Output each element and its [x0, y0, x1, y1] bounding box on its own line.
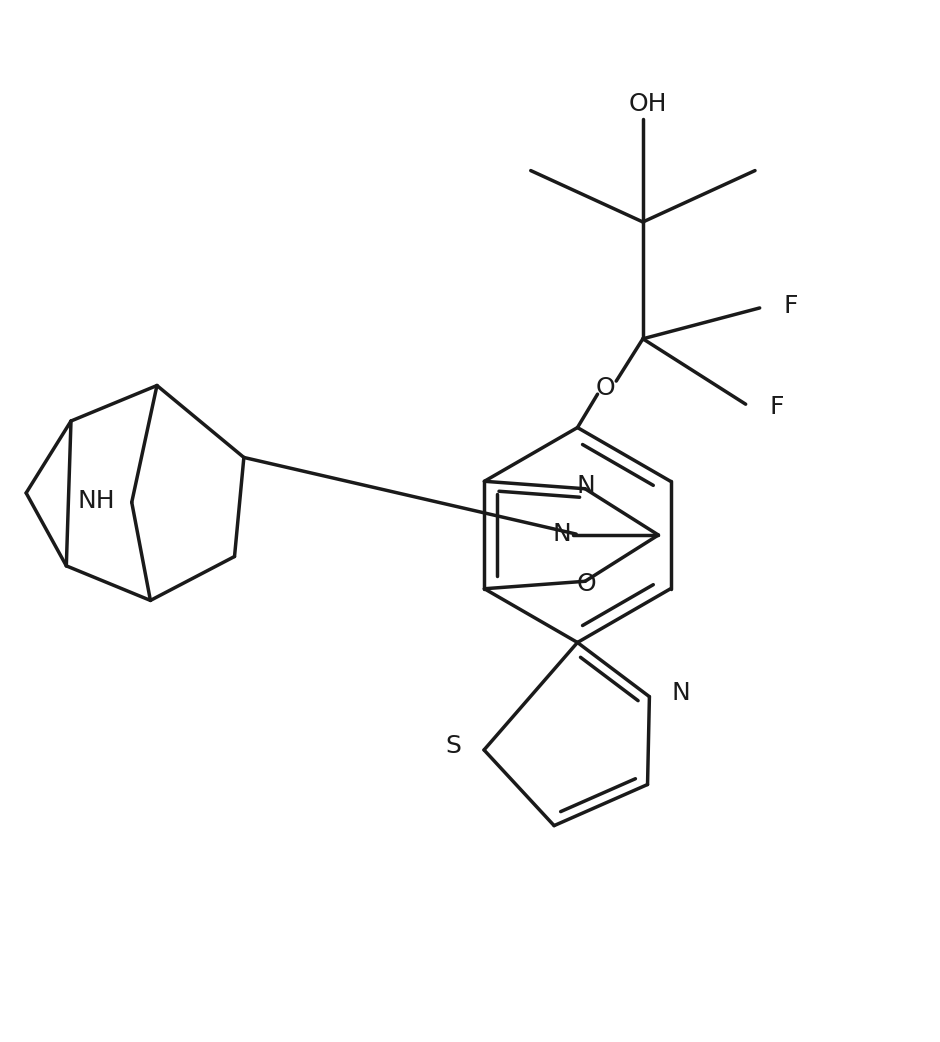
- Text: O: O: [576, 572, 596, 596]
- Text: N: N: [553, 522, 572, 546]
- Text: OH: OH: [628, 93, 666, 117]
- Text: F: F: [770, 395, 785, 419]
- Text: N: N: [672, 680, 691, 705]
- Text: NH: NH: [77, 490, 115, 514]
- Text: F: F: [784, 294, 798, 318]
- Text: N: N: [576, 474, 595, 498]
- Text: O: O: [595, 375, 615, 400]
- Text: S: S: [446, 735, 462, 759]
